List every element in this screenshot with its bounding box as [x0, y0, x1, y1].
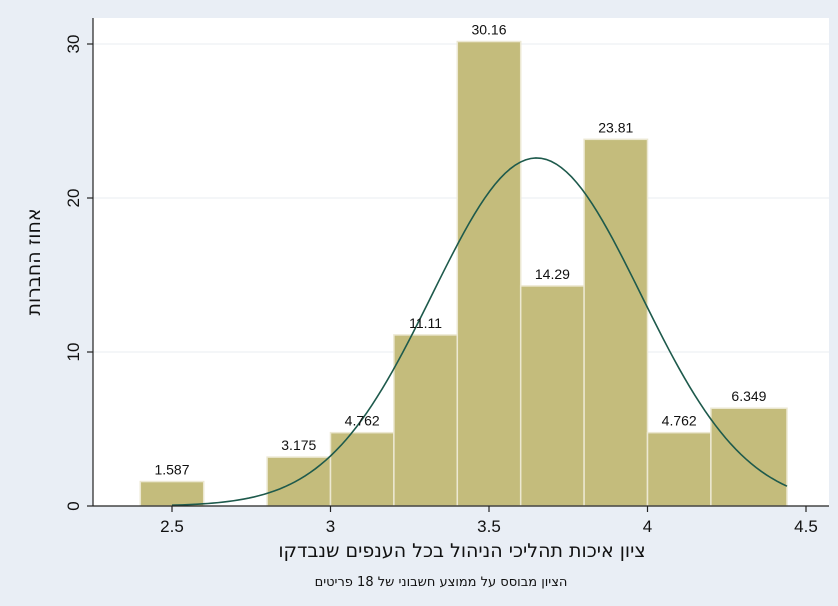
- histogram-bar: [393, 334, 459, 507]
- bar-value-label: 6.349: [731, 388, 766, 404]
- y-axis-title: אחוז החברות: [23, 208, 45, 315]
- histogram-bar: [329, 431, 395, 507]
- normal-density-curve: [171, 157, 788, 506]
- footnote: הציון מבוסס על ממוצע חשבוני של 18 פריטים: [315, 575, 568, 590]
- histogram-bar: [519, 285, 585, 507]
- bar-value-label: 30.16: [471, 22, 506, 38]
- y-tick-label: 0: [64, 501, 83, 510]
- y-tick-label: 10: [64, 343, 83, 362]
- histogram-bar: [583, 138, 649, 507]
- bar-value-label: 4.762: [662, 413, 697, 429]
- histogram-bar: [456, 40, 522, 507]
- axes: 2.5 3 3.5 4 4.5 0 10 20 30: [64, 18, 829, 536]
- histogram-bar: [646, 431, 712, 507]
- x-axis-title: ציון איכות תהליכי הניהול בכל הענפים שנבד…: [278, 540, 645, 562]
- normal-curve: [171, 157, 788, 506]
- histogram-bar: [139, 480, 205, 507]
- bar-value-label: 3.175: [281, 437, 316, 453]
- bar-value-label: 1.587: [154, 462, 189, 478]
- bar-value-label: 23.81: [598, 119, 633, 135]
- bar-value-label: 11.11: [409, 315, 442, 331]
- x-tick-label: 2.5: [160, 517, 184, 536]
- x-tick-label: 4: [643, 517, 652, 536]
- y-tick-label: 30: [64, 35, 83, 54]
- bar-value-label: 4.762: [345, 413, 380, 429]
- histogram-bar: [710, 407, 788, 507]
- bar-value-label: 14.29: [535, 266, 570, 282]
- x-tick-label: 3.5: [477, 517, 501, 536]
- x-tick-label: 4.5: [794, 517, 818, 536]
- x-tick-label: 3: [326, 517, 335, 536]
- y-tick-label: 20: [64, 189, 83, 208]
- data-labels: 1.587 3.175 4.762 11.11 30.16 14.29 23.81 4.762…: [154, 22, 766, 478]
